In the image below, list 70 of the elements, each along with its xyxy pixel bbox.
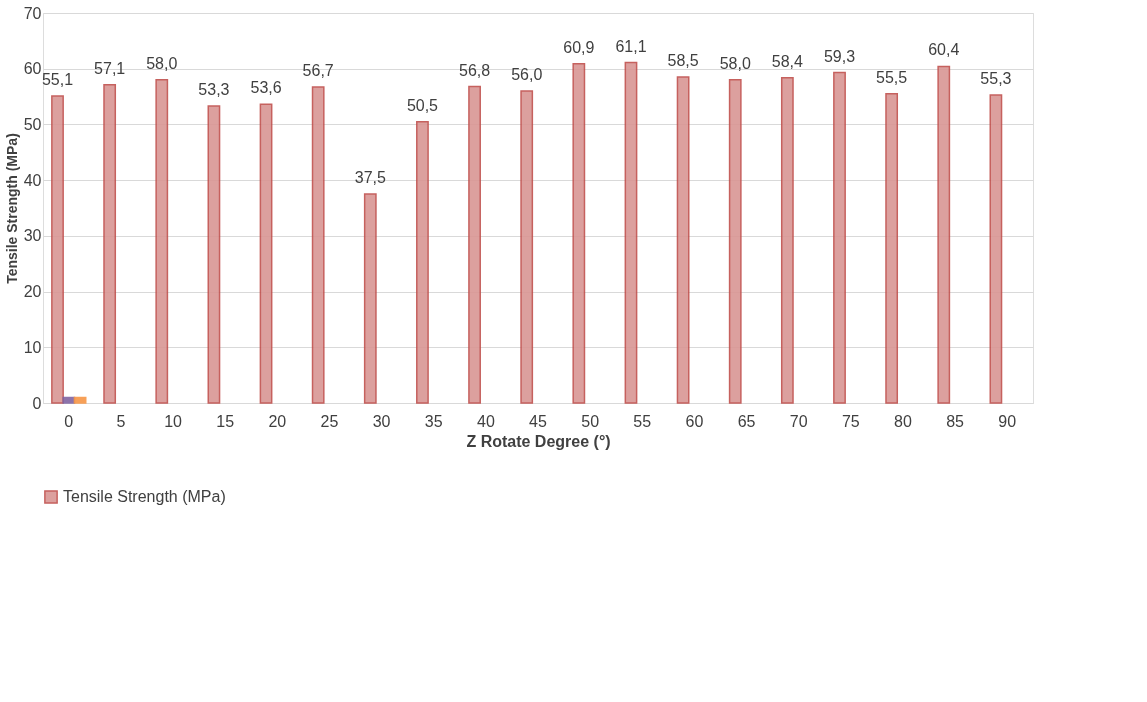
bar [73, 396, 87, 404]
y-tick-label: 60 [23, 60, 42, 78]
y-tick-label: 20 [23, 283, 42, 301]
data-label: 37,5 [354, 169, 386, 187]
x-tick-label: 5 [116, 412, 126, 430]
x-tick-label: 15 [216, 412, 235, 430]
bar [363, 193, 377, 404]
data-label: 59,3 [823, 47, 856, 65]
data-label: 58,4 [771, 52, 804, 70]
data-label: 56,8 [459, 61, 491, 79]
bar [103, 84, 117, 404]
x-tick-label: 25 [320, 412, 339, 430]
data-label: 55,3 [980, 69, 1012, 87]
x-tick-label: 30 [372, 412, 391, 430]
bar [259, 103, 273, 404]
bar [51, 95, 64, 404]
bar [728, 79, 742, 404]
y-tick-label: 70 [23, 4, 42, 22]
bar [416, 120, 429, 404]
bar [989, 94, 1003, 404]
x-tick-label: 50 [581, 412, 600, 430]
y-tick-label: 10 [23, 338, 42, 356]
y-tick-label: 30 [23, 227, 42, 245]
x-tick-label: 55 [633, 412, 652, 430]
bar [780, 76, 794, 404]
data-label: 55,1 [41, 71, 74, 89]
y-tick-label: 50 [23, 115, 42, 133]
data-label: 53,6 [250, 79, 282, 97]
data-label: 56,7 [302, 62, 334, 80]
bar [885, 93, 899, 404]
bar [62, 396, 76, 404]
bar [155, 79, 169, 404]
data-label: 53,3 [198, 81, 230, 99]
bar [676, 76, 690, 404]
x-tick-label: 0 [64, 412, 74, 430]
bar [937, 65, 951, 404]
bar [572, 62, 586, 404]
data-label: 58,0 [719, 54, 751, 72]
x-tick-label: 65 [737, 412, 756, 430]
bar [520, 90, 534, 404]
x-tick-label: 40 [476, 412, 495, 430]
data-label: 58,0 [146, 54, 178, 72]
data-label: 50,5 [406, 96, 439, 114]
x-tick-label: 70 [789, 412, 808, 430]
data-label: 57,1 [94, 59, 126, 77]
data-label: 60,9 [563, 38, 595, 56]
x-tick-label: 80 [894, 412, 912, 430]
x-tick-label: 45 [529, 412, 547, 430]
x-tick-label: 90 [998, 412, 1017, 430]
data-label: 56,0 [511, 66, 543, 83]
bar [311, 86, 325, 404]
y-tick-label: 0 [32, 394, 42, 412]
legend-label: Tensile Strength (MPa) [63, 488, 226, 505]
bar [833, 71, 846, 404]
data-label: 58,5 [667, 52, 699, 70]
x-tick-label: 10 [164, 412, 183, 430]
data-label: 55,5 [876, 68, 908, 86]
x-tick-label: 60 [685, 412, 704, 430]
data-label: 60,4 [928, 41, 960, 59]
y-axis-title: Tensile Strength (MPa) [3, 133, 20, 284]
x-tick-label: 35 [424, 412, 443, 430]
x-axis-title: Z Rotate Degree (°) [466, 432, 611, 450]
x-tick-label: 20 [268, 412, 287, 430]
x-tick-label: 85 [946, 412, 965, 430]
bar [207, 105, 221, 404]
data-label: 61,1 [615, 37, 647, 55]
y-tick-label: 40 [23, 171, 42, 189]
bar [624, 61, 638, 404]
bar [468, 85, 481, 404]
x-tick-label: 75 [841, 412, 860, 430]
